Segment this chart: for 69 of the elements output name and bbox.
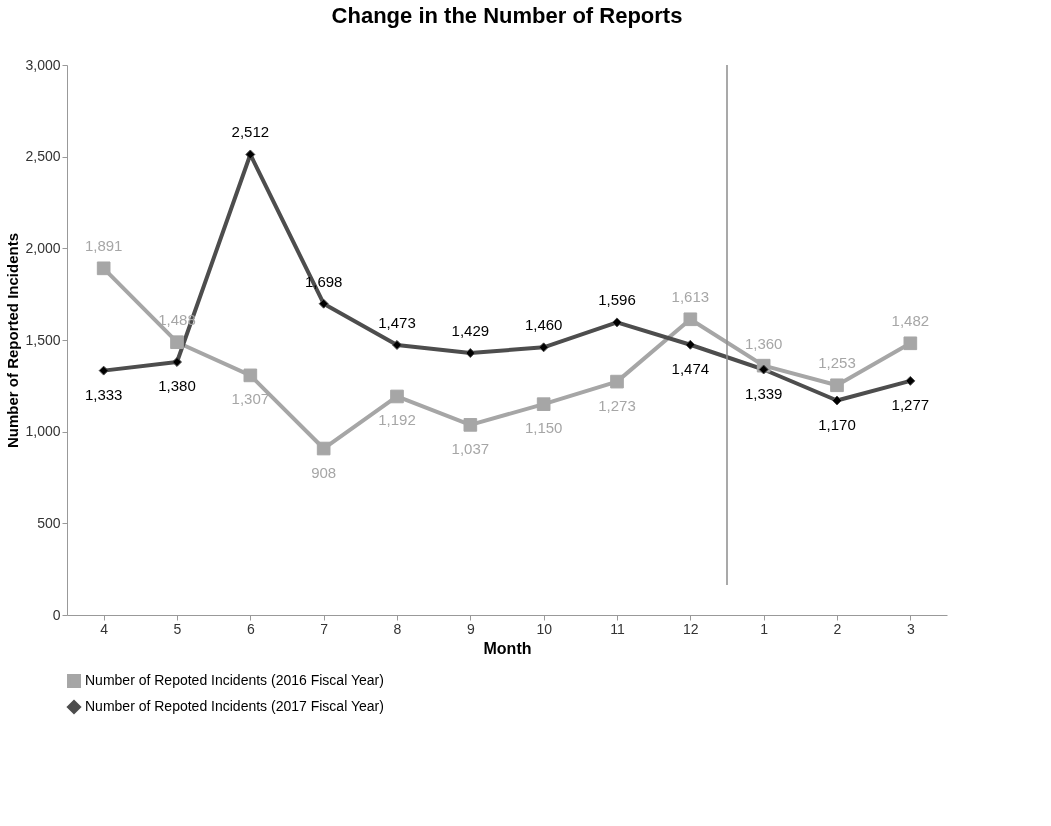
- data-label: 1,277: [891, 395, 930, 413]
- point: [685, 339, 696, 350]
- chart-title: Change in the Number of Reports: [331, 3, 683, 28]
- y-tick-label: 2,500: [25, 148, 61, 165]
- data-label: 2,512: [231, 123, 270, 141]
- point: [832, 395, 842, 406]
- data-label: 908: [311, 463, 337, 481]
- x-tick-label: 2: [833, 620, 842, 637]
- point: [96, 261, 111, 276]
- point: [830, 378, 844, 393]
- x-tick-label: 6: [246, 620, 255, 637]
- x-tick-label: 9: [466, 620, 475, 637]
- y-tick-label: 3,000: [25, 56, 61, 73]
- point: [316, 441, 331, 456]
- point: [98, 365, 109, 376]
- data-label: 1,150: [524, 419, 563, 437]
- data-label: 1,460: [524, 316, 563, 334]
- data-label: 1,380: [158, 377, 196, 394]
- y-axis-title: Number of Reported Incidents: [4, 232, 22, 449]
- data-label: 1,482: [891, 312, 930, 330]
- y-tick-label: 0: [52, 606, 61, 623]
- data-label: 1,307: [231, 390, 270, 408]
- x-tick-label: 3: [906, 620, 915, 637]
- data-label: 1,360: [744, 334, 783, 352]
- y-tick-label: 1,000: [25, 423, 61, 440]
- legend-label: Number of Repoted Incidents (2017 Fiscal Year): [85, 698, 384, 714]
- point: [463, 418, 478, 432]
- point: [903, 336, 918, 351]
- x-tick-label: 11: [610, 620, 625, 637]
- point: [390, 389, 404, 404]
- point: [758, 364, 769, 375]
- data-label: 1,891: [84, 237, 123, 255]
- data-label: 1,333: [84, 385, 123, 403]
- point: [170, 335, 184, 350]
- x-tick-label: 8: [393, 620, 402, 637]
- x-tick-label: 1: [760, 620, 769, 637]
- data-label: 1,273: [598, 396, 636, 414]
- point: [683, 312, 698, 327]
- data-label: 1,473: [378, 313, 416, 331]
- data-label: 1,253: [818, 354, 856, 372]
- point: [243, 368, 258, 383]
- data-label: 1,429: [451, 322, 490, 340]
- x-tick-label: 12: [683, 620, 699, 637]
- data-label: 1,596: [598, 291, 636, 309]
- data-label: 1,037: [451, 439, 490, 457]
- y-tick-label: 2,000: [25, 239, 61, 256]
- point: [612, 317, 622, 328]
- x-axis-title: Month: [483, 639, 532, 657]
- point: [318, 298, 329, 309]
- x-tick-label: 5: [173, 620, 182, 637]
- x-tick-label: 4: [100, 620, 109, 637]
- x-tick-label: 10: [536, 620, 553, 637]
- point: [536, 397, 551, 411]
- point: [905, 375, 916, 386]
- legend-label: Number of Repoted Incidents (2016 Fiscal Year): [85, 672, 384, 688]
- point: [172, 357, 182, 367]
- point: [465, 348, 476, 358]
- data-label: 1,192: [378, 411, 416, 429]
- x-tick-label: 7: [320, 620, 329, 637]
- data-label: 1,613: [671, 288, 710, 306]
- data-label: 1,474: [671, 359, 710, 377]
- point: [538, 342, 549, 353]
- y-tick-label: 500: [37, 514, 61, 531]
- point: [245, 149, 256, 160]
- data-label: 1,339: [744, 384, 783, 402]
- point: [392, 339, 402, 350]
- data-label: 1,170: [818, 415, 856, 433]
- point: [610, 374, 624, 389]
- y-tick-label: 1,500: [25, 331, 61, 348]
